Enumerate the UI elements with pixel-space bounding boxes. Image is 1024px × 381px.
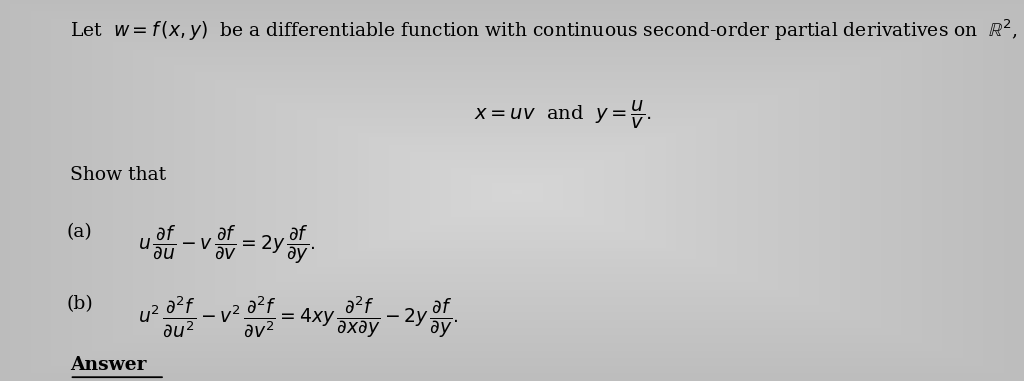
Text: $u^2\,\dfrac{\partial^2 f}{\partial u^2} - v^2\,\dfrac{\partial^2 f}{\partial v^: $u^2\,\dfrac{\partial^2 f}{\partial u^2}… (138, 295, 459, 341)
Text: (a): (a) (67, 223, 92, 241)
Text: $x = uv$  and  $y = \dfrac{u}{v}.$: $x = uv$ and $y = \dfrac{u}{v}.$ (474, 99, 652, 131)
Text: Show that: Show that (70, 166, 166, 184)
Text: Answer: Answer (70, 356, 146, 374)
Text: (b): (b) (67, 295, 93, 313)
Text: $u\,\dfrac{\partial f}{\partial u} - v\,\dfrac{\partial f}{\partial v} = 2y\,\df: $u\,\dfrac{\partial f}{\partial u} - v\,… (138, 223, 315, 266)
Text: Let  $w = f\,(x, y)$  be a differentiable function with continuous second-order : Let $w = f\,(x, y)$ be a differentiable … (70, 17, 1024, 43)
